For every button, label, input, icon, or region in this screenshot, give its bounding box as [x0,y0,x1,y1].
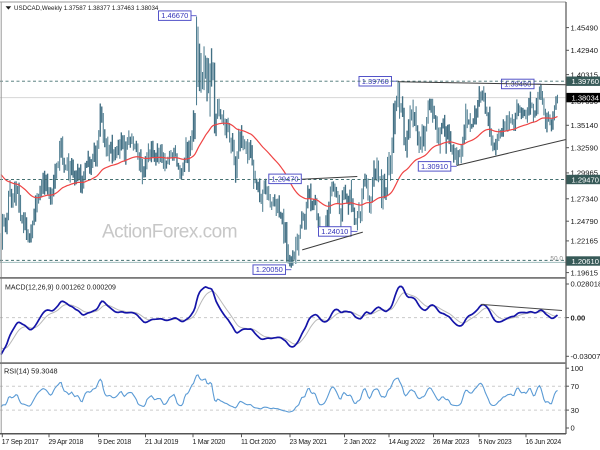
svg-text:0.00: 0.00 [571,313,586,322]
svg-text:1.40315: 1.40315 [571,70,598,79]
svg-text:21 Jul 2019: 21 Jul 2019 [145,439,179,446]
svg-text:1.27340: 1.27340 [571,195,598,204]
svg-text:1.20050: 1.20050 [256,265,283,274]
svg-text:0: 0 [571,424,575,433]
svg-text:1.24010: 1.24010 [321,227,348,236]
svg-text:1.30910: 1.30910 [421,162,448,171]
svg-text:100: 100 [571,364,584,373]
svg-text:1.35140: 1.35140 [571,121,598,130]
svg-text:29 Apr 2018: 29 Apr 2018 [49,439,84,446]
svg-text:2 Jan 2022: 2 Jan 2022 [344,439,376,446]
svg-text:1.29470: 1.29470 [572,175,599,184]
svg-text:-0.030075: -0.030075 [571,352,600,361]
svg-text:16 Jun 2024: 16 Jun 2024 [526,439,562,446]
svg-text:11 Oct 2020: 11 Oct 2020 [241,439,276,446]
svg-text:1.24790: 1.24790 [571,217,598,226]
svg-text:1.22165: 1.22165 [571,237,598,246]
svg-text:9 Dec 2018: 9 Dec 2018 [98,439,131,446]
svg-text:30: 30 [571,406,579,415]
svg-text:RSI(14) 59.3048: RSI(14) 59.3048 [4,367,58,376]
svg-text:5 Nov 2023: 5 Nov 2023 [479,439,512,446]
svg-text:70: 70 [571,382,579,391]
svg-text:23 May 2021: 23 May 2021 [290,439,328,446]
svg-text:1.45490: 1.45490 [571,23,598,32]
svg-text:26 Mar 2023: 26 Mar 2023 [433,439,470,446]
svg-text:0.028018: 0.028018 [571,280,600,289]
svg-text:1.29965: 1.29965 [571,169,598,178]
svg-text:ActionForex.com: ActionForex.com [102,222,237,243]
svg-text:1.19615: 1.19615 [571,268,598,277]
svg-text:1.20610: 1.20610 [572,257,599,266]
svg-text:MACD(12,26,9) 0.001262 0.00020: MACD(12,26,9) 0.001262 0.000209 [5,284,116,291]
svg-text:14 Aug 2022: 14 Aug 2022 [389,439,426,446]
svg-text:1.38034: 1.38034 [572,93,599,102]
svg-text:1.29470: 1.29470 [271,174,298,183]
svg-text:1 Mar 2020: 1 Mar 2020 [193,439,226,446]
svg-text:1.42940: 1.42940 [571,46,598,55]
svg-text:1.39760: 1.39760 [572,77,599,86]
svg-text:1.46670: 1.46670 [161,11,188,20]
svg-text:USDCAD,Weekly 1.37587 1.38377: USDCAD,Weekly 1.37587 1.38377 1.37463 1.… [14,5,159,12]
svg-text:1.32590: 1.32590 [571,143,598,152]
svg-text:17 Sep 2017: 17 Sep 2017 [2,439,39,446]
svg-text:50.0: 50.0 [550,256,563,263]
